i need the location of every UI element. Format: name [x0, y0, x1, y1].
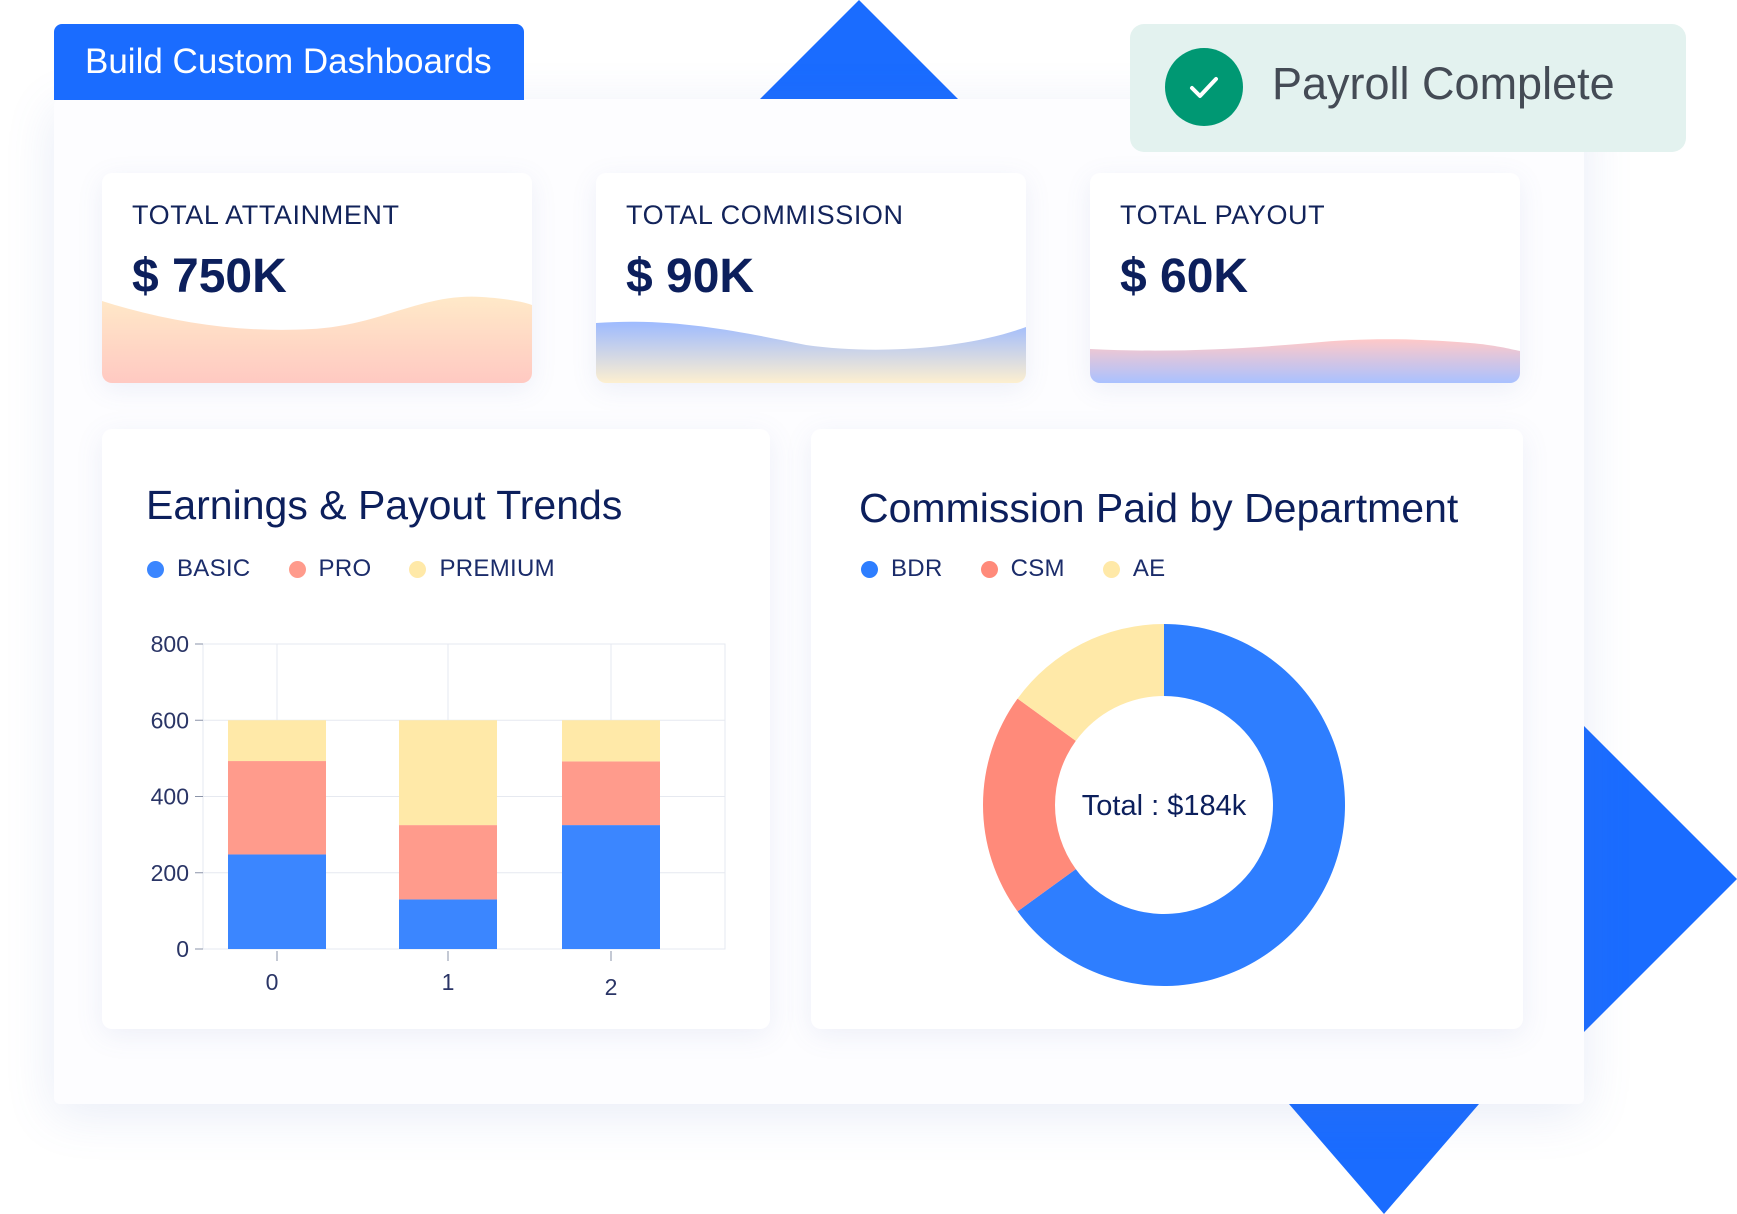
commission-department-card: Commission Paid by Department BDR CSM AE… [811, 429, 1523, 1029]
payout-wave-graphic [1090, 339, 1520, 383]
donut-slice-ae [1017, 624, 1164, 741]
legend-item-csm[interactable]: CSM [980, 555, 1065, 583]
kpi-card-commission: TOTAL COMMISSION $ 90K [596, 173, 1026, 383]
bar-pro-2 [562, 761, 660, 826]
check-icon [1165, 48, 1243, 126]
legend-label: PREMIUM [439, 555, 555, 582]
legend-label: CSM [1010, 555, 1065, 582]
legend-item-basic[interactable]: BASIC [147, 555, 251, 583]
chart-title: Commission Paid by Department [859, 485, 1459, 531]
chart-title: Earnings & Payout Trends [146, 482, 623, 528]
donut-chart-legend: BDR CSM AE [861, 555, 1203, 583]
kpi-value: $ 60K [1120, 250, 1249, 303]
bar-premium-1 [399, 720, 497, 826]
kpi-label: TOTAL ATTAINMENT [132, 200, 400, 230]
x-tick-label: 1 [442, 969, 455, 995]
legend-item-pro[interactable]: PRO [288, 555, 372, 583]
bar-premium-2 [562, 720, 660, 762]
legend-dot-bdr [861, 560, 878, 578]
kpi-card-attainment: TOTAL ATTAINMENT $ 750K [102, 173, 532, 383]
donut-slice-csm [983, 698, 1076, 912]
commission-wave-graphic [596, 321, 1026, 383]
y-tick-label: 200 [151, 860, 189, 886]
legend-dot-basic [147, 560, 164, 578]
bar-chart-legend: BASIC PRO PREMIUM [147, 555, 593, 583]
kpi-label: TOTAL PAYOUT [1120, 200, 1326, 230]
y-tick-label: 800 [151, 631, 189, 657]
bar-premium-0 [228, 720, 326, 762]
y-tick-label: 400 [151, 784, 189, 810]
legend-label: BASIC [177, 555, 251, 582]
kpi-value: $ 750K [132, 250, 287, 303]
bar-basic-2 [562, 825, 660, 949]
decorative-triangle-top [760, 0, 958, 99]
legend-item-ae[interactable]: AE [1102, 555, 1166, 583]
x-tick-label: 2 [605, 974, 618, 1000]
legend-dot-csm [980, 560, 998, 578]
decorative-triangle-right [1584, 726, 1737, 1032]
bar-basic-1 [399, 899, 497, 949]
legend-label: PRO [318, 555, 372, 582]
payroll-complete-toast: Payroll Complete [1130, 24, 1686, 152]
legend-item-premium[interactable]: PREMIUM [409, 555, 555, 583]
legend-label: BDR [891, 555, 943, 582]
y-tick-label: 600 [151, 707, 189, 733]
x-tick-label: 0 [266, 969, 279, 995]
kpi-card-payout: TOTAL PAYOUT $ 60K [1090, 173, 1520, 383]
legend-dot-pro [288, 560, 306, 578]
donut-chart: Total : $184k [983, 624, 1345, 986]
kpi-label: TOTAL COMMISSION [626, 200, 904, 230]
donut-center-label: Total : $184k [1082, 790, 1247, 822]
legend-dot-premium [409, 560, 427, 578]
stacked-bar-chart: 0 200 400 600 800 0 1 2 [151, 631, 726, 1000]
attainment-wave-graphic [102, 296, 532, 383]
bar-pro-0 [228, 761, 326, 855]
build-dashboards-label: Build Custom Dashboards [85, 42, 492, 81]
legend-dot-ae [1102, 560, 1120, 578]
bar-pro-1 [399, 825, 497, 900]
bar-basic-0 [228, 854, 326, 949]
legend-item-bdr[interactable]: BDR [861, 555, 943, 583]
earnings-trends-card: Earnings & Payout Trends BASIC PRO PREMI… [102, 429, 770, 1029]
kpi-value: $ 90K [626, 250, 755, 303]
legend-label: AE [1132, 555, 1166, 582]
build-dashboards-tab[interactable]: Build Custom Dashboards [54, 24, 524, 100]
decorative-triangle-bottom [1289, 1104, 1479, 1214]
toast-label: Payroll Complete [1272, 58, 1615, 109]
y-tick-label: 0 [176, 936, 189, 962]
donut-slice-bdr [1017, 624, 1345, 986]
